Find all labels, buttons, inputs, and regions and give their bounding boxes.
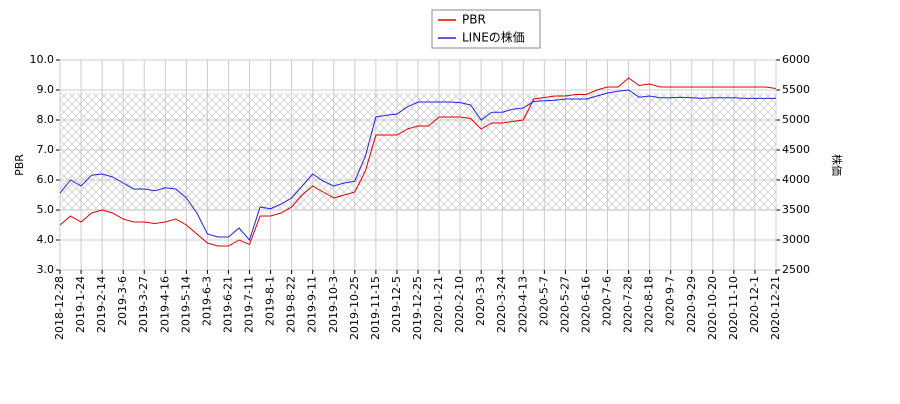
y-tick-label: 10.0 bbox=[30, 53, 55, 66]
x-tick-label: 2020-2-10 bbox=[453, 276, 466, 333]
x-tick-label: 2020-10-20 bbox=[706, 276, 719, 340]
y-tick-label: 4.0 bbox=[37, 233, 55, 246]
x-tick-label: 2020-9-7 bbox=[664, 276, 677, 326]
x-tick-label: 2019-9-11 bbox=[306, 276, 319, 333]
x-tick-label: 2019-11-15 bbox=[369, 276, 382, 340]
y-tick-label: 7.0 bbox=[37, 143, 55, 156]
y2-tick-label: 3000 bbox=[782, 233, 810, 246]
x-tick-label: 2019-12-5 bbox=[390, 276, 403, 333]
y-tick-label: 6.0 bbox=[37, 173, 55, 186]
y-tick-label: 3.0 bbox=[37, 263, 55, 276]
x-tick-label: 2020-9-29 bbox=[685, 276, 698, 333]
x-tick-label: 2020-5-7 bbox=[537, 276, 550, 326]
x-tick-label: 2020-3-3 bbox=[474, 276, 487, 326]
x-tick-label: 2020-11-10 bbox=[727, 276, 740, 340]
x-tick-label: 2019-3-27 bbox=[137, 276, 150, 333]
x-tick-label: 2020-6-16 bbox=[579, 276, 592, 333]
y2-tick-label: 5500 bbox=[782, 83, 810, 96]
y-tick-label: 9.0 bbox=[37, 83, 55, 96]
x-tick-label: 2020-12-1 bbox=[748, 276, 761, 333]
x-tick-label: 2019-2-14 bbox=[95, 276, 108, 333]
x-tick-label: 2020-5-27 bbox=[558, 276, 571, 333]
y-tick-label: 8.0 bbox=[37, 113, 55, 126]
x-tick-label: 2019-6-21 bbox=[221, 276, 234, 333]
y2-axis-label: 株価 bbox=[830, 154, 844, 176]
x-tick-label: 2020-8-18 bbox=[643, 276, 656, 333]
legend-label: PBR bbox=[462, 13, 486, 27]
legend bbox=[431, 9, 541, 49]
x-tick-label: 2019-8-1 bbox=[264, 276, 277, 326]
x-tick-label: 2020-7-28 bbox=[622, 276, 635, 333]
y2-tick-label: 3500 bbox=[782, 203, 810, 216]
legend-label: LINEの株価 bbox=[462, 30, 525, 45]
y-tick-label: 5.0 bbox=[37, 203, 55, 216]
x-tick-label: 2019-1-24 bbox=[74, 276, 87, 333]
x-tick-label: 2020-12-21 bbox=[769, 276, 782, 340]
y2-tick-label: 2500 bbox=[782, 263, 810, 276]
y2-tick-label: 6000 bbox=[782, 53, 810, 66]
y2-tick-label: 4000 bbox=[782, 173, 810, 186]
x-tick-label: 2020-4-13 bbox=[516, 276, 529, 333]
series-line bbox=[59, 77, 777, 247]
x-tick-label: 2019-7-11 bbox=[243, 276, 256, 333]
x-tick-label: 2019-3-6 bbox=[116, 276, 129, 326]
y2-tick-label: 5000 bbox=[782, 113, 810, 126]
x-tick-label: 2019-10-25 bbox=[348, 276, 361, 340]
x-tick-label: 2019-10-3 bbox=[327, 276, 340, 333]
x-tick-label: 2019-8-22 bbox=[285, 276, 298, 333]
x-tick-label: 2019-5-14 bbox=[179, 276, 192, 333]
series-line bbox=[59, 89, 776, 241]
y2-tick-label: 4500 bbox=[782, 143, 810, 156]
x-tick-label: 2018-12-28 bbox=[53, 276, 66, 340]
x-tick-label: 2019-6-3 bbox=[200, 276, 213, 326]
x-tick-label: 2019-12-25 bbox=[411, 276, 424, 340]
x-tick-label: 2020-1-21 bbox=[432, 276, 445, 333]
x-tick-label: 2019-4-16 bbox=[158, 276, 171, 333]
x-tick-label: 2020-3-24 bbox=[495, 276, 508, 333]
y-axis-label: PBR bbox=[13, 154, 26, 176]
x-tick-label: 2020-7-6 bbox=[601, 276, 614, 326]
